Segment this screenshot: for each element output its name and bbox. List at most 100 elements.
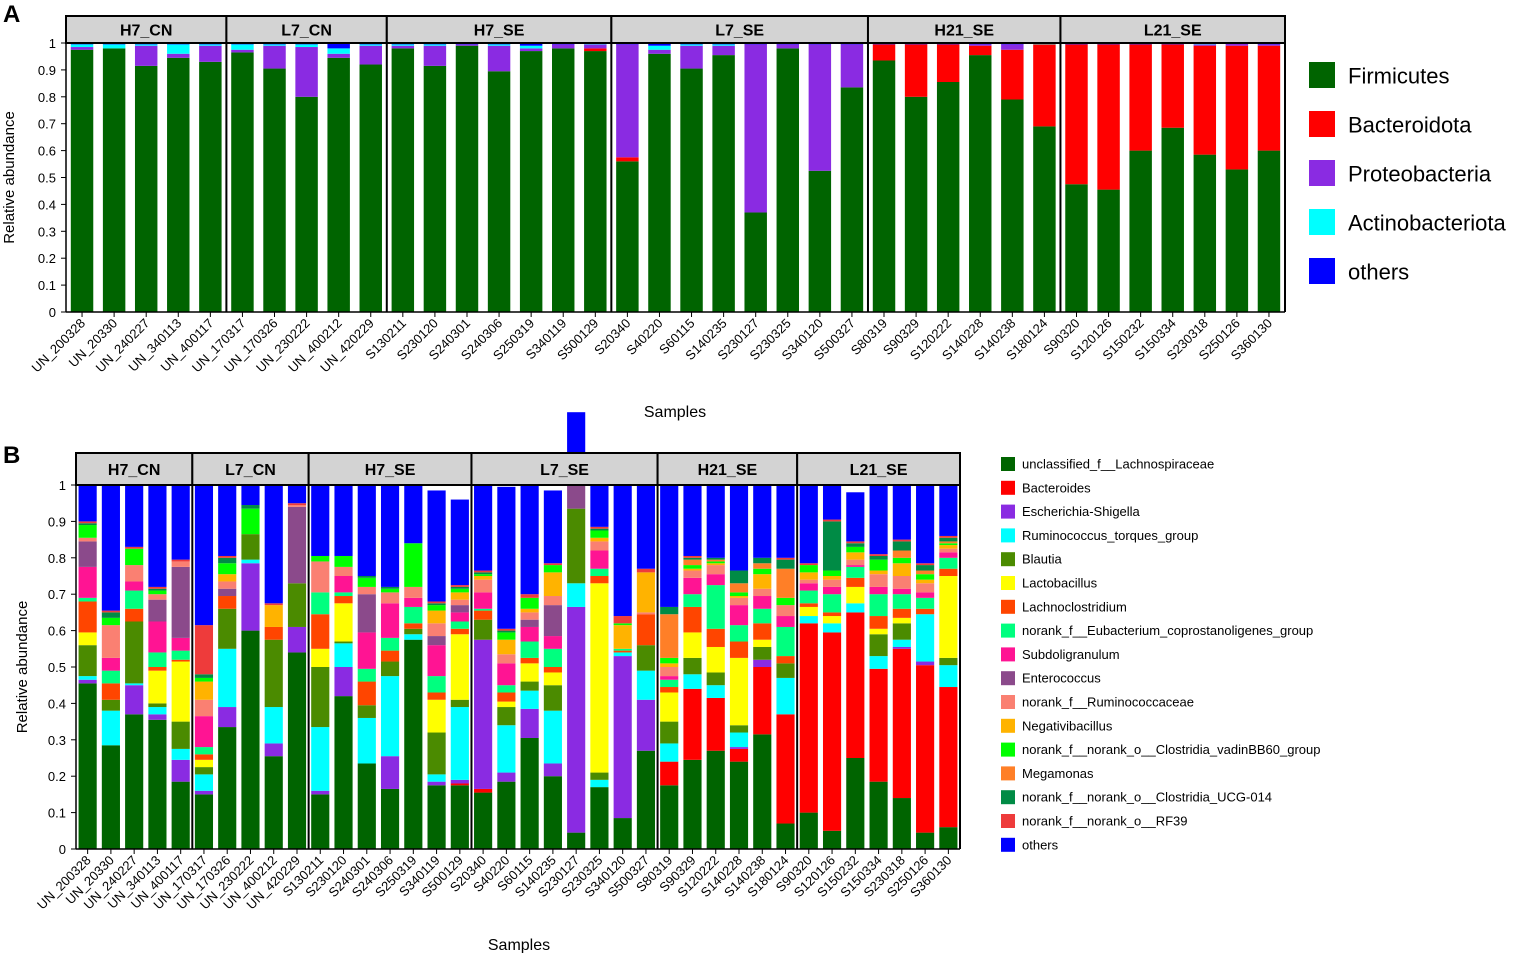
- bar-segment-UN_400212-norank_f__norank_o__RF39: [264, 603, 283, 606]
- bar-segment-S20340-Bacteroidota: [616, 157, 639, 162]
- bar-segment-S230318-Proteobacteria: [1193, 44, 1217, 46]
- legend-label: others: [1348, 259, 1409, 284]
- bar-segment-UN_400212-Proteobacteria: [327, 53, 350, 58]
- bar-segment-S250319-norank_f__Ruminococcaceae: [404, 586, 423, 598]
- bar-segment-UN_170317-norank_f__norank_o__Clostridia_vadinBB60_group: [194, 677, 214, 682]
- bar-segment-S500129-Ruminococcus_torques_group: [450, 707, 469, 780]
- bar-segment-UN_400212-Lachnoclostridium: [264, 626, 283, 640]
- bar-segment-S140228-Escherichia-Shigella: [729, 747, 749, 749]
- bar-segment-S20340-Subdoligranulum: [474, 592, 493, 609]
- bar-segment-S20340-norank_f__Ruminococcaceae: [474, 579, 493, 593]
- bar-segment-S340120-norank_f__norank_o__RF39: [613, 616, 632, 624]
- y-tick-label: 0.6: [48, 624, 66, 639]
- bar-segment-S500129-others: [450, 499, 469, 586]
- bar-segment-S240301-others: [357, 485, 376, 576]
- bar-segment-UN_400117-Lactobacillus: [171, 661, 190, 722]
- bar-segment-S130211-unclassified_f__Lachnospiraceae: [311, 794, 330, 849]
- bar-segment-S230318-norank_f__Ruminococcaceae: [892, 576, 911, 589]
- bar-segment-S60115-Ruminococcus_torques_group: [520, 690, 539, 709]
- bar-segment-S250126-unclassified_f__Lachnospiraceae: [916, 832, 935, 849]
- y-tick-label: 1: [59, 478, 66, 493]
- bar-segment-UN_340113-Subdoligranulum: [148, 621, 167, 653]
- bar-segment-UN_400117-norank_f__Ruminococcaceae: [171, 561, 190, 567]
- bar-segment-UN_420229-others: [287, 485, 307, 504]
- bar-segment-S140238-Bacteroidota: [1001, 49, 1024, 100]
- bar-segment-UN_400212-others: [264, 485, 283, 604]
- bar-segment-S250319-Lachnoclostridium: [404, 623, 423, 629]
- bar-segment-S150232-unclassified_f__Lachnospiraceae: [846, 758, 865, 849]
- legend-label: Bacteroidota: [1348, 112, 1472, 137]
- bar-segment-S360130-Proteobacteria: [1257, 44, 1281, 46]
- legend-label: norank_f__Ruminococcaceae: [1022, 694, 1194, 709]
- bar-segment-S230127-others: [567, 412, 586, 462]
- bar-segment-UN_240227-Firmicutes: [134, 65, 158, 312]
- bar-segment-UN_20330-Lachnoclostridium: [101, 683, 120, 700]
- bar-segment-UN_400117-unclassified_f__Lachnospiraceae: [171, 781, 190, 849]
- y-tick-label: 0.8: [48, 551, 66, 566]
- bar-segment-S230325-norank_f__Ruminococcaceae: [590, 541, 609, 551]
- bar-segment-UN_200328-norank_f__norank_o__RF39: [78, 521, 97, 524]
- bar-segment-S340119-norank_f__norank_o__Clostridia_vadinBB60_group: [427, 605, 446, 611]
- bar-segment-S90320-Lachnoclostridium: [799, 603, 818, 607]
- bar-segment-S500129-Enterococcus: [450, 605, 469, 613]
- bar-segment-S150232-norank_f__norank_o__Clostridia_UCG-014: [846, 543, 865, 547]
- bar-segment-S240301-norank_f__Ruminococcaceae: [357, 586, 376, 595]
- bar-segment-UN_170326-norank_f__norank_o__Clostridia_UCG-014: [218, 557, 237, 564]
- bar-segment-S130211-Proteobacteria: [391, 45, 415, 49]
- legend-swatch-Firmicutes: [1309, 62, 1335, 88]
- bar-segment-UN_340113-norank_f__norank_o__Clostridia_UCG-014: [148, 588, 167, 591]
- bar-segment-S230318-norank_f__norank_o__RF39: [892, 539, 911, 542]
- legend: unclassified_f__Lachnospiraceae Bacteroid…: [1001, 456, 1321, 852]
- bar-segment-S500327-Proteobacteria: [840, 44, 864, 88]
- bar-segment-S230318-Firmicutes: [1193, 154, 1217, 312]
- bar-segment-UN_20330-norank_f__norank_o__Clostridia_vadinBB60_group: [101, 617, 120, 626]
- bar-segment-UN_170326-Lachnoclostridium: [218, 596, 237, 609]
- bar-segment-S340119-Lachnoclostridium: [427, 692, 446, 700]
- y-axis-title: Relative abundance: [14, 601, 31, 734]
- bar-segment-S230325-Lachnoclostridium: [590, 576, 609, 584]
- bar-segment-UN_400117-Escherichia-Shigella: [171, 759, 190, 782]
- bar-segment-UN_200328-norank_f__Eubacterium_coprostanoligenes_group: [78, 597, 97, 602]
- bar-segment-UN_20330-norank_f__norank_o__RF39: [101, 610, 120, 613]
- bar-segment-S140235-Ruminococcus_torques_group: [543, 710, 562, 764]
- bar-segment-S250126-norank_f__norank_o__Clostridia_vadinBB60_group: [916, 574, 935, 580]
- bar-segment-S360130-norank_f__norank_o__Clostridia_vadinBB60_group: [939, 543, 958, 546]
- bar-segment-UN_400117-Blautia: [171, 721, 190, 749]
- bar-segment-S20340-norank_f__norank_o__Clostridia_vadinBB60_group: [474, 574, 493, 576]
- bar-segment-S120126-Negativibacillus: [822, 576, 842, 580]
- legend-label: Negativibacillus: [1022, 718, 1113, 733]
- bar-segment-S240301-Ruminococcus_torques_group: [357, 717, 376, 764]
- bar-segment-S150334-Bacteroides: [869, 668, 888, 782]
- bar-segment-S500129-Firmicutes: [584, 51, 607, 312]
- bar-segment-S60115-Proteobacteria: [680, 45, 703, 69]
- bar-segment-S500327-Firmicutes: [840, 87, 864, 312]
- bar-segment-UN_340113-Enterococcus: [148, 599, 167, 622]
- bar-segment-S20340-Escherichia-Shigella: [474, 639, 493, 789]
- bar-segment-UN_20330-unclassified_f__Lachnospiraceae: [101, 745, 120, 849]
- bar-segment-S140228-others: [729, 485, 749, 571]
- bar-segment-UN_400117-others: [171, 485, 190, 560]
- bar-segment-UN_240227-norank_f__norank_o__RF39: [125, 546, 144, 549]
- bar-segment-S340120-Negativibacillus: [613, 625, 632, 649]
- bar-segment-S120126-Bacteroidota: [1097, 44, 1120, 190]
- bar-segment-S230318-Megamonas: [892, 550, 911, 558]
- bar-segment-UN_400212-Escherichia-Shigella: [264, 743, 283, 757]
- bar-segment-S140238-Blautia: [753, 646, 772, 660]
- bar-segment-S230120-norank_f__norank_o__Clostridia_vadinBB60_group: [334, 555, 353, 567]
- bar-segment-S20340-Negativibacillus: [474, 576, 493, 580]
- bar-segment-S140235-Blautia: [543, 685, 562, 711]
- bar-segment-S500129-Escherichia-Shigella: [450, 779, 469, 784]
- y-tick-label: 0.7: [38, 117, 56, 132]
- bar-segment-S60115-Enterococcus: [520, 619, 539, 627]
- y-tick-label: 0: [49, 305, 56, 320]
- bar-segment-S240306-norank_f__Ruminococcaceae: [380, 592, 400, 604]
- bar-segment-S140238-Subdoligranulum: [753, 596, 772, 609]
- bar-segment-UN_400212-Negativibacillus: [264, 605, 283, 627]
- bar-segment-UN_230222-norank_f__norank_o__Clostridia_UCG-014: [241, 505, 260, 509]
- bar-segment-UN_400212-unclassified_f__Lachnospiraceae: [264, 756, 283, 849]
- bar-segment-UN_230222-Ruminococcus_torques_group: [241, 559, 260, 564]
- bar-segment-S230120-Lachnoclostridium: [334, 596, 353, 604]
- bar-segment-UN_230222-Escherichia-Shigella: [241, 563, 260, 631]
- bar-segment-S230127-Proteobacteria: [744, 44, 767, 213]
- bar-segment-S230318-Lactobacillus: [892, 617, 911, 624]
